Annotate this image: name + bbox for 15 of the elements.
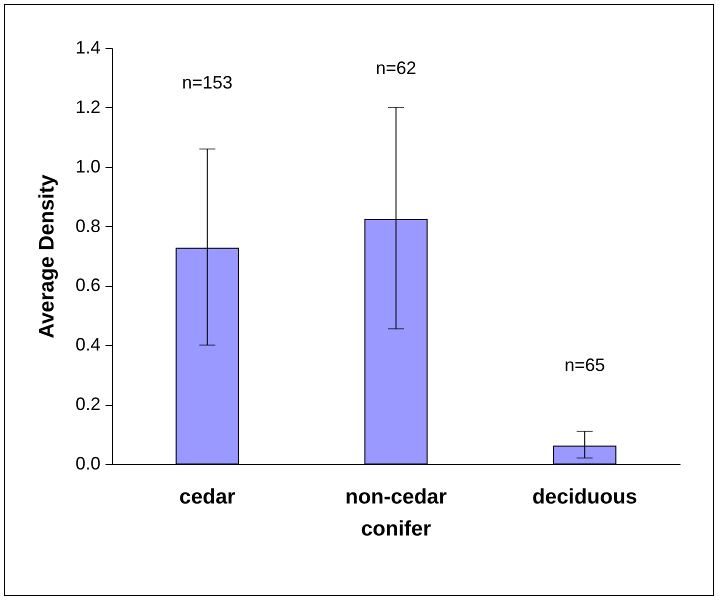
y-tick-label: 1.2	[75, 96, 100, 117]
y-tick-label: 0.8	[75, 216, 100, 236]
y-axis-title: Average Density	[35, 174, 58, 338]
annotation: n=62	[376, 58, 416, 78]
y-tick-label: 0.4	[75, 334, 100, 355]
annotation: n=65	[564, 355, 605, 375]
x-tick-label: deciduous	[532, 486, 638, 508]
annotation: n=153	[182, 72, 233, 93]
x-tick-label: cedar	[179, 486, 236, 508]
y-tick-label: 0.6	[75, 275, 100, 296]
y-tick-label: 0.2	[75, 394, 100, 414]
y-tick-label: 1.0	[75, 156, 100, 176]
y-tick-label: 1.4	[75, 38, 100, 58]
y-tick-label: 0.0	[75, 454, 100, 474]
x-tick-label: non-cedar conifer	[345, 486, 447, 540]
